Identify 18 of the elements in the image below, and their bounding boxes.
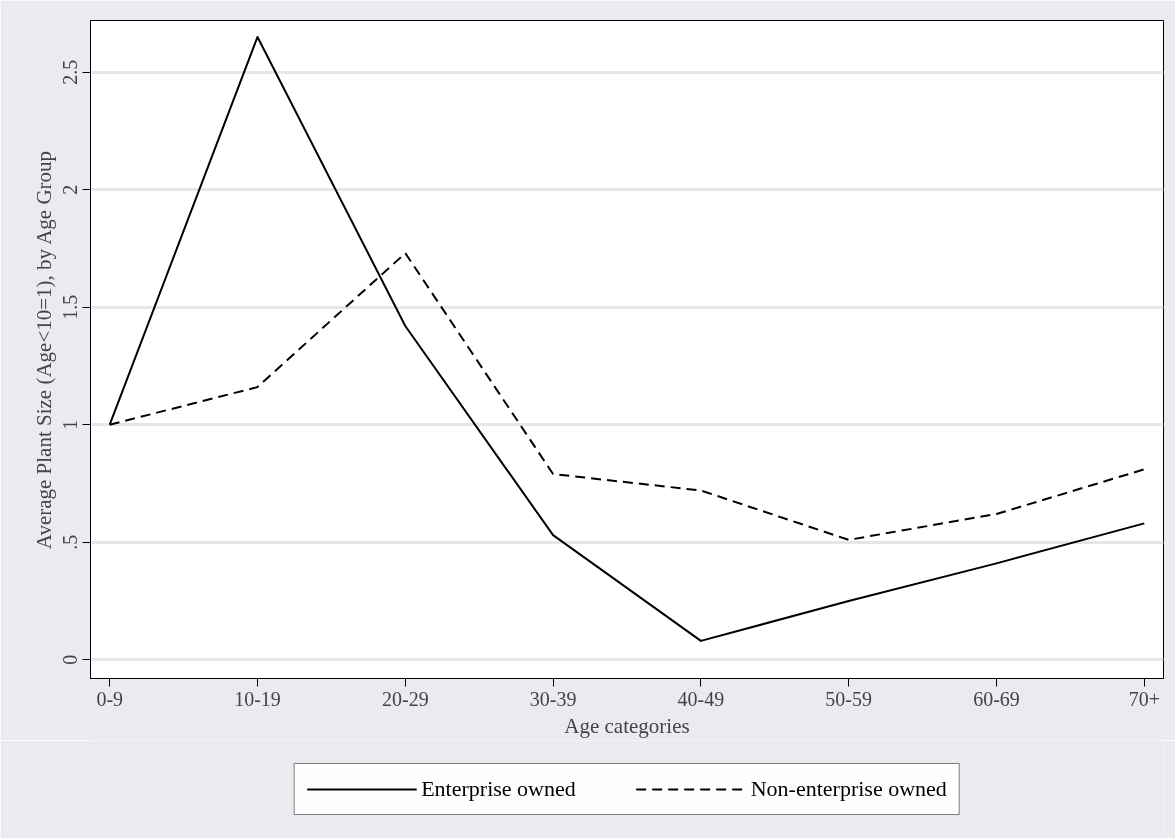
y-tick-label: 1 <box>59 419 82 430</box>
x-tick-label: 0-9 <box>96 687 124 710</box>
y-tick-label: 2.5 <box>59 59 82 85</box>
y-tick-label: .5 <box>59 534 82 550</box>
x-tick-label: 30-39 <box>529 687 577 710</box>
y-tick-label: 0 <box>59 654 82 665</box>
legend-label: Enterprise owned <box>421 776 576 802</box>
legend-label: Non-enterprise owned <box>750 776 947 802</box>
y-tick-label: 1.5 <box>59 294 82 320</box>
x-tick-label: 10-19 <box>234 687 281 710</box>
y-tick-label: 2 <box>59 184 82 195</box>
x-tick-label: 50-59 <box>825 687 873 710</box>
x-tick-label: 40-49 <box>677 687 725 710</box>
y-axis-title: Average Plant Size (Age<10=1), by Age Group <box>31 150 56 550</box>
x-tick-label: 60-69 <box>973 687 1020 710</box>
x-tick-label: 20-29 <box>381 687 429 710</box>
x-tick-label: 70+ <box>1128 687 1160 710</box>
x-axis-title: Age categories <box>564 713 690 738</box>
